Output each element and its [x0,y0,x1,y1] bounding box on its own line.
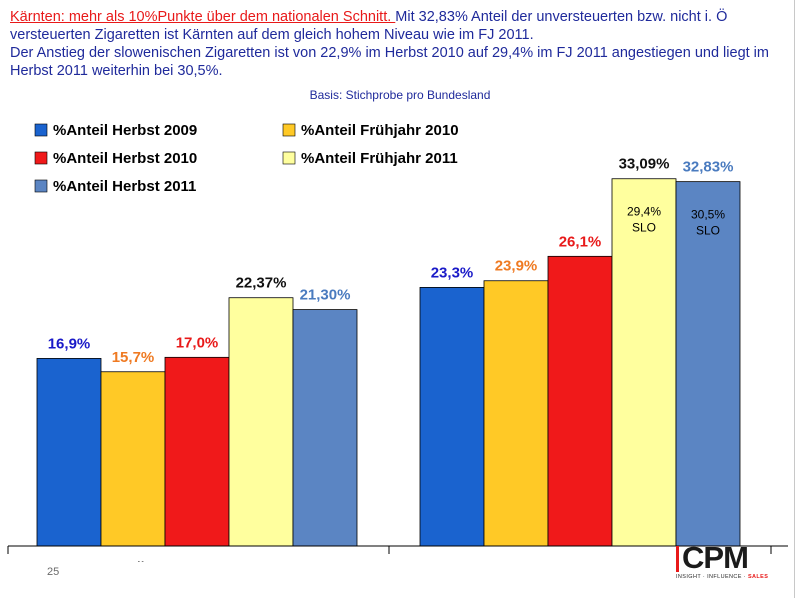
bar [292,309,358,547]
legend-swatch [282,123,296,137]
basis-note: Basis: Stichprobe pro Bundesland [309,88,491,102]
bar [100,371,166,547]
inner-label: 29,4% [627,205,661,219]
data-label: 26,1% [559,233,602,250]
data-label: 16,9% [48,335,91,352]
category-label: Österreich total [134,561,260,562]
bar [419,287,485,547]
logo-mark: CPM [682,540,749,575]
data-label: 22,37% [236,275,287,292]
legend-label: %Anteil Herbst 2009 [53,122,197,139]
data-label: 17,0% [176,334,219,351]
inner-label: SLO [632,221,656,235]
cpm-logo: CPM INSIGHT · INFLUENCE · SALES [676,540,768,599]
logo-tagline-text: INSIGHT · INFLUENCE · [676,574,748,580]
logo-tagline-sales: SALES [747,574,769,580]
legend-swatch [34,123,48,137]
bar [36,358,102,547]
logo-tagline: INSIGHT · INFLUENCE · SALES [676,574,768,580]
bar [547,255,613,547]
bar [675,181,741,547]
bar [483,280,549,547]
headline: Kärnten: mehr als 10%Punkte über dem nat… [10,8,795,80]
data-label: 15,7% [112,349,155,366]
data-label: 23,9% [495,258,538,275]
category-label: Kärnten [546,561,610,562]
headline-lead: Kärnten: mehr als 10%Punkte über dem nat… [10,9,396,25]
bar [611,178,677,547]
legend-swatch [282,151,296,165]
bar-chart: %Anteil Herbst 2009 %Anteil Frühjahr 2010… [7,114,790,562]
bar [228,297,294,547]
data-label: 32,83% [683,159,734,176]
logo-accent [676,546,679,572]
inner-label: 30,5% [691,208,725,222]
legend-label: %Anteil Frühjahr 2011 [301,150,458,167]
legend-swatch [34,151,48,165]
bar [164,356,230,547]
headline-line1: Mit 32,83% Anteil der unversteuerten bzw… [10,9,728,43]
data-label: 21,30% [300,287,351,304]
headline-line2: Der Anstieg der slowenischen Zigaretten … [10,45,769,79]
data-label: 33,09% [619,156,670,173]
legend-label: %Anteil Frühjahr 2010 [301,122,459,139]
legend-swatch [34,179,48,193]
legend-label: %Anteil Herbst 2010 [53,150,197,167]
legend-label: %Anteil Herbst 2011 [53,178,196,195]
inner-label: SLO [696,224,720,238]
page-number: 25 [47,566,60,578]
data-label: 23,3% [431,264,474,281]
